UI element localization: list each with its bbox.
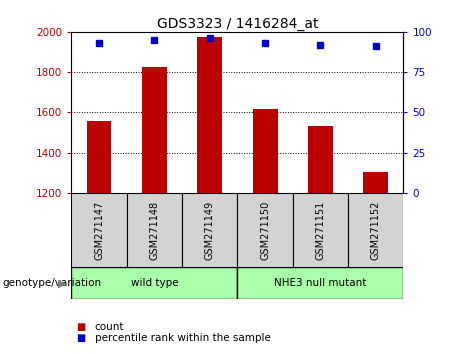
Bar [197, 37, 222, 193]
Text: count: count [95, 322, 124, 332]
Bar [253, 109, 278, 193]
Bar [87, 121, 112, 193]
Bar [71, 193, 127, 267]
Title: GDS3323 / 1416284_at: GDS3323 / 1416284_at [157, 17, 318, 31]
Bar [348, 193, 403, 267]
Bar [363, 172, 388, 193]
Bar [237, 267, 403, 299]
Text: percentile rank within the sample: percentile rank within the sample [95, 333, 271, 343]
Bar [293, 193, 348, 267]
Bar [71, 267, 237, 299]
Text: GSM271149: GSM271149 [205, 200, 215, 260]
Bar [308, 126, 333, 193]
Text: GSM271151: GSM271151 [315, 200, 325, 260]
Bar [237, 193, 293, 267]
Text: wild type: wild type [130, 278, 178, 288]
Text: GSM271152: GSM271152 [371, 200, 381, 260]
Text: ■: ■ [76, 333, 85, 343]
Bar [182, 193, 237, 267]
Text: ▶: ▶ [59, 278, 67, 288]
Text: GSM271148: GSM271148 [149, 200, 160, 260]
Bar [142, 67, 167, 193]
Text: ■: ■ [76, 322, 85, 332]
Text: GSM271150: GSM271150 [260, 200, 270, 260]
Text: GSM271147: GSM271147 [94, 200, 104, 260]
Text: NHE3 null mutant: NHE3 null mutant [274, 278, 366, 288]
Text: genotype/variation: genotype/variation [2, 278, 101, 288]
Bar [127, 193, 182, 267]
